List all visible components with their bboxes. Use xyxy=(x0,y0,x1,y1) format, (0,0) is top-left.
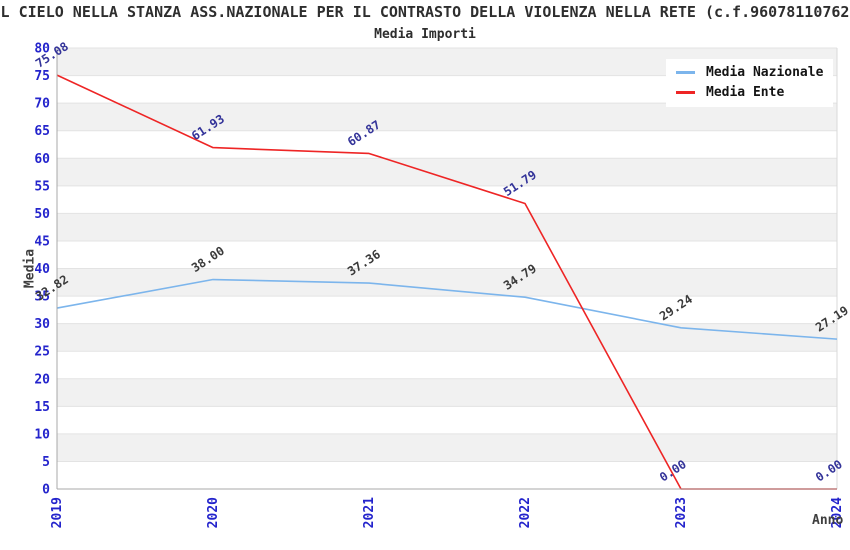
legend-line-swatch xyxy=(676,70,695,74)
plot-band xyxy=(57,268,837,297)
y-tick-label: 75 xyxy=(34,69,50,84)
x-tick-label: 2023 xyxy=(674,497,689,528)
y-tick-label: 0 xyxy=(42,483,50,498)
y-tick-label: 15 xyxy=(34,400,50,415)
legend-item: Media Nazionale xyxy=(676,62,823,82)
y-tick-label: 55 xyxy=(34,179,50,194)
y-tick-label: 80 xyxy=(34,42,50,57)
y-tick-label: 50 xyxy=(34,207,50,222)
plot-band xyxy=(57,158,837,186)
x-tick-label: 2021 xyxy=(362,497,377,528)
plot-band xyxy=(57,433,837,462)
plot-band xyxy=(57,240,837,269)
y-tick-label: 5 xyxy=(42,455,50,470)
y-tick-label: 25 xyxy=(34,345,50,360)
plot-band xyxy=(57,185,837,214)
y-tick-label: 40 xyxy=(34,262,50,277)
x-tick-label: 2019 xyxy=(50,497,65,528)
plot-band xyxy=(57,461,837,489)
plot-band xyxy=(57,130,837,159)
x-tick-label: 2022 xyxy=(518,497,533,528)
y-tick-label: 60 xyxy=(34,152,50,167)
y-tick-label: 10 xyxy=(34,427,50,442)
chart-title: L CIELO NELLA STANZA ASS.NAZIONALE PER I… xyxy=(0,3,850,21)
y-tick-label: 70 xyxy=(34,97,50,112)
legend-line-swatch xyxy=(676,90,695,94)
legend-item: Media Ente xyxy=(676,82,823,102)
plot-band xyxy=(57,296,837,324)
y-tick-label: 30 xyxy=(34,317,50,332)
legend-label: Media Nazionale xyxy=(706,64,824,80)
y-tick-label: 65 xyxy=(34,124,50,139)
legend: Media Nazionale Media Ente xyxy=(666,59,834,107)
x-tick-label: 2020 xyxy=(206,497,221,528)
x-tick-label: 2024 xyxy=(830,497,845,528)
plot-band xyxy=(57,323,837,352)
plot-band xyxy=(57,103,837,131)
x-axis-title: Anno xyxy=(812,513,844,528)
plot-band xyxy=(57,351,837,379)
y-tick-label: 20 xyxy=(34,372,50,387)
y-tick-label: 45 xyxy=(34,234,50,249)
plot-band xyxy=(57,213,837,241)
y-tick-label: 35 xyxy=(34,290,50,305)
series-line-media-nazionale xyxy=(56,278,838,340)
y-axis-title: Media xyxy=(22,248,38,289)
plot-band xyxy=(57,406,837,434)
legend-label: Media Ente xyxy=(706,84,785,100)
chart-subtitle: Media Importi xyxy=(374,27,476,42)
plot-band xyxy=(57,378,837,407)
